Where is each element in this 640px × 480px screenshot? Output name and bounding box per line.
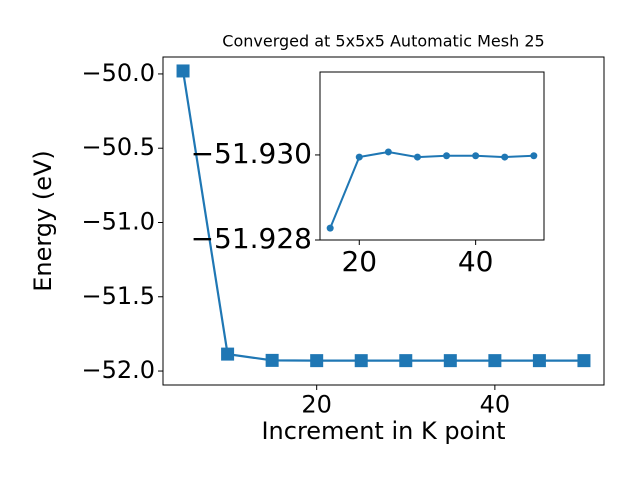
data-marker [413,153,421,161]
y-tick-label: −50.0 [81,59,155,87]
data-marker [399,354,413,368]
data-line [181,70,584,362]
y-tick-label: −51.928 [191,222,312,255]
x-tick-label: 40 [458,245,494,278]
data-line [329,150,534,229]
data-marker [310,354,324,368]
data-marker [530,152,538,160]
x-axis-label: Increment in K point [261,417,505,445]
y-tick-label: −51.5 [81,282,155,310]
y-axis-label: Energy (eV) [29,150,57,292]
y-tick-label: −51.930 [191,137,312,170]
data-marker [488,354,502,368]
x-tick-label: 20 [301,390,332,418]
y-tick-label: −51.0 [81,207,155,235]
data-marker [355,153,363,161]
x-tick-label: 40 [480,390,511,418]
axes-frame [319,71,545,241]
y-tick-label: −50.5 [81,133,155,161]
chart-title: Converged at 5x5x5 Automatic Mesh 25 [222,32,544,51]
data-marker [472,152,480,160]
data-marker [354,354,368,368]
data-marker [326,224,334,232]
data-marker [443,152,451,160]
data-marker [501,153,509,161]
y-tick-label: −52.0 [81,356,155,384]
data-marker [577,354,591,368]
data-marker [532,354,546,368]
data-marker [443,354,457,368]
data-marker [221,347,235,361]
data-marker [384,148,392,156]
data-marker [176,64,190,78]
axes-frame [162,56,605,386]
x-tick-label: 20 [341,245,377,278]
data-marker [265,353,279,367]
